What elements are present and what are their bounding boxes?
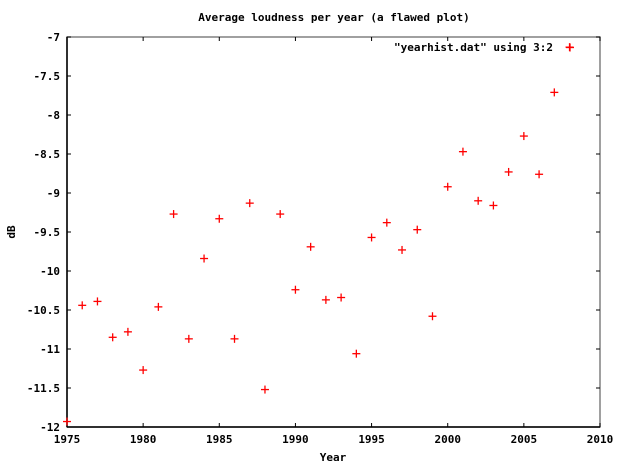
data-point-plus-icon [352,349,361,358]
chart-title: Average loudness per year (a flawed plot… [198,11,470,24]
data-point-plus-icon [519,132,528,141]
x-tick-label: 1985 [206,433,233,446]
x-axis: 1975 1980 1985 1990 1995 2000 2005 2010 [54,37,614,446]
y-tick-label: -8 [47,109,60,122]
legend-label: "yearhist.dat" using 3:2 [394,41,553,54]
data-point-plus-icon [260,385,269,394]
data-point-plus-icon [184,334,193,343]
data-point-plus-icon [215,214,224,223]
data-point-plus-icon [154,302,163,311]
y-tick-label: -8.5 [34,148,61,161]
y-tick-label: -12 [40,421,60,434]
data-point-plus-icon [230,334,239,343]
data-point-plus-icon [245,199,254,208]
data-point-plus-icon [337,293,346,302]
data-point-plus-icon [489,201,498,210]
data-point-plus-icon [367,233,376,242]
data-point-plus-icon [535,170,544,179]
data-point-plus-icon [291,285,300,294]
x-axis-label: Year [320,451,347,464]
y-axis: -7 -7.5 -8 -8.5 -9 -9.5 -10 -10.5 -11 -11.5 -12 [27,31,600,434]
data-point-plus-icon [413,225,422,234]
data-points [63,43,574,426]
plot-frame [66,36,601,428]
data-point-plus-icon [550,88,559,97]
x-tick-label: 1995 [358,433,385,446]
data-point-plus-icon [428,312,437,321]
data-point-plus-icon [108,333,117,342]
x-tick-label: 2005 [511,433,538,446]
data-point-plus-icon [93,297,102,306]
data-point-plus-icon [504,167,513,176]
data-point-plus-icon [443,182,452,191]
data-point-plus-icon [474,196,483,205]
x-tick-label: 1980 [130,433,157,446]
y-tick-label: -11.5 [27,382,60,395]
data-point-plus-icon [200,254,209,263]
data-point-plus-icon [123,327,132,336]
data-point-plus-icon [63,417,71,426]
data-point-plus-icon [382,218,391,227]
data-point-plus-icon [398,245,407,254]
y-tick-label: -9 [47,187,60,200]
data-point-plus-icon [169,210,178,219]
x-tick-label: 1990 [282,433,309,446]
y-tick-label: -7.5 [34,70,61,83]
data-point-plus-icon [321,295,330,304]
legend: "yearhist.dat" using 3:2 [394,41,574,54]
x-tick-label: 1975 [54,433,81,446]
data-point-plus-icon [458,147,467,156]
x-tick-label: 2000 [434,433,461,446]
x-tick-label: 2010 [587,433,614,446]
data-point-plus-icon [78,301,87,310]
y-tick-label: -10 [40,265,60,278]
y-axis-label: dB [5,225,18,239]
data-point-plus-icon [276,210,285,219]
y-tick-label: -11 [40,343,60,356]
data-point-plus-icon [139,366,148,375]
y-tick-label: -7 [47,31,60,44]
y-tick-label: -9.5 [34,226,61,239]
data-point-plus-icon [306,242,315,251]
data-point-plus-icon [565,43,574,52]
y-tick-label: -10.5 [27,304,60,317]
